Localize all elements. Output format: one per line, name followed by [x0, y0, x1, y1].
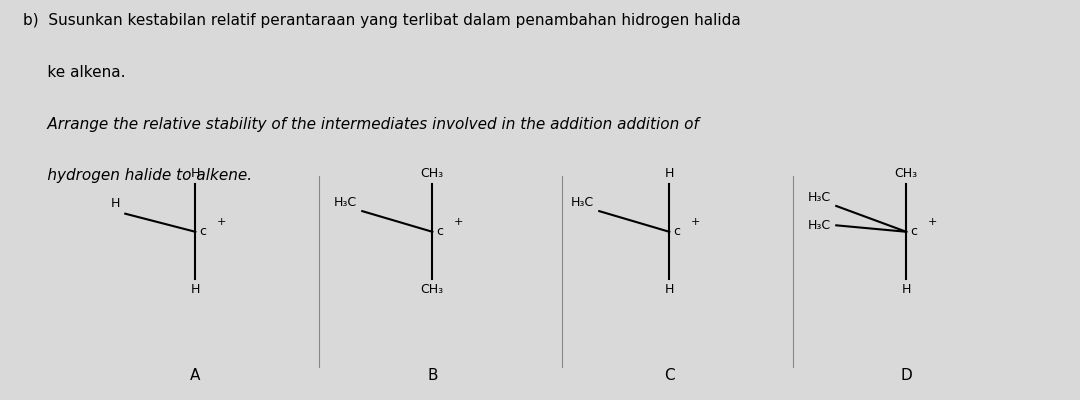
- Text: A: A: [190, 368, 201, 383]
- Text: CH₃: CH₃: [421, 284, 444, 296]
- Text: D: D: [901, 368, 913, 383]
- Text: CH₃: CH₃: [421, 167, 444, 180]
- Text: c: c: [436, 225, 444, 238]
- Text: H: H: [110, 197, 120, 210]
- Text: c: c: [910, 225, 918, 238]
- Text: c: c: [200, 225, 206, 238]
- Text: b)  Susunkan kestabilan relatif perantaraan yang terlibat dalam penambahan hidro: b) Susunkan kestabilan relatif perantara…: [23, 13, 741, 28]
- Text: hydrogen halide to alkene.: hydrogen halide to alkene.: [23, 168, 252, 183]
- Text: H: H: [664, 284, 674, 296]
- Text: c: c: [674, 225, 680, 238]
- Text: +: +: [454, 217, 463, 227]
- Text: H: H: [190, 284, 200, 296]
- Text: Arrange the relative stability of the intermediates involved in the addition add: Arrange the relative stability of the in…: [23, 116, 699, 132]
- Text: H₃C: H₃C: [808, 219, 831, 232]
- Text: ke alkena.: ke alkena.: [23, 65, 125, 80]
- Text: +: +: [217, 217, 226, 227]
- Text: H: H: [664, 167, 674, 180]
- Text: B: B: [427, 368, 437, 383]
- Text: H: H: [190, 167, 200, 180]
- Text: H₃C: H₃C: [570, 196, 594, 209]
- Text: H₃C: H₃C: [808, 191, 831, 204]
- Text: H: H: [902, 284, 910, 296]
- Text: CH₃: CH₃: [894, 167, 918, 180]
- Text: H₃C: H₃C: [334, 196, 356, 209]
- Text: +: +: [691, 217, 700, 227]
- Text: C: C: [664, 368, 675, 383]
- Text: +: +: [928, 217, 937, 227]
